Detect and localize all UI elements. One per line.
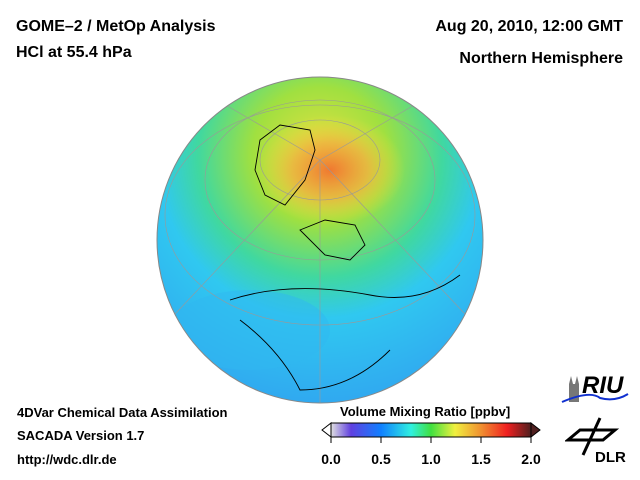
colorbar (321, 421, 541, 443)
title: GOME–2 / MetOp Analysis (16, 18, 216, 35)
dlr-logo: DLR (563, 415, 635, 466)
colorbar-tick: 1.0 (421, 451, 441, 467)
subtitle: HCl at 55.4 hPa (16, 44, 132, 61)
colorbar-tick: 0.5 (371, 451, 391, 467)
colorbar-tick: 1.5 (471, 451, 491, 467)
colorbar-title: Volume Mixing Ratio [ppbv] (340, 404, 511, 419)
date: Aug 20, 2010, 12:00 GMT (435, 18, 623, 35)
colorbar-tick: 0.0 (321, 451, 341, 467)
region: Northern Hemisphere (459, 50, 623, 67)
colorbar-max-arrow (530, 421, 541, 439)
graticule (159, 89, 481, 403)
footer-url[interactable]: http://wdc.dlr.de (17, 452, 117, 467)
coastlines (229, 124, 461, 391)
dlr-emblem-icon (563, 417, 620, 456)
colorbar-tick: 2.0 (521, 451, 541, 467)
cathedral-icon (569, 376, 579, 402)
colorbar-min-arrow (321, 421, 332, 439)
riu-logo: RIU (560, 372, 630, 404)
footer-line2: SACADA Version 1.7 (17, 428, 145, 443)
footer-line1: 4DVar Chemical Data Assimilation (17, 405, 228, 420)
